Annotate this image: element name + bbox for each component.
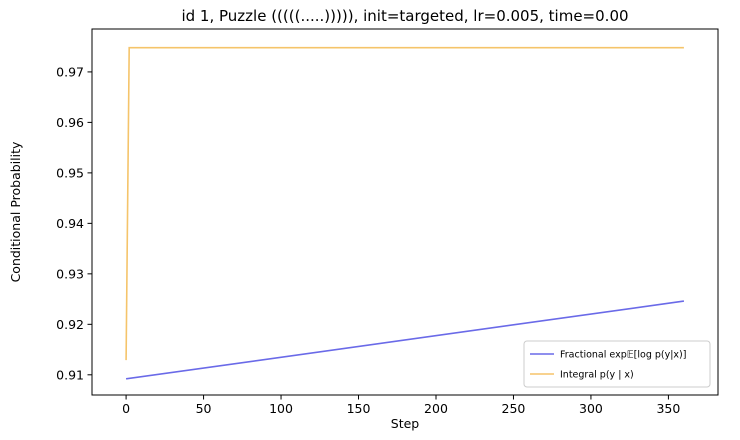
plot-frame <box>91 28 719 396</box>
x-tick-label: 150 <box>347 401 371 416</box>
x-tick-label: 250 <box>502 401 526 416</box>
y-tick-label: 0.92 <box>56 317 84 332</box>
x-axis-label: Step <box>391 416 420 431</box>
x-tick-label: 300 <box>579 401 603 416</box>
legend-box <box>523 340 711 388</box>
x-tick-label: 100 <box>269 401 293 416</box>
axes-layer: 0 50 100 150 200 250 300 350 0.91 0.92 0.93 0.94 0.9… <box>56 28 719 416</box>
chart-title: id 1, Puzzle (((((.....))))), init=targe… <box>181 7 628 25</box>
legend: Fractional exp𝔼[log p(y|x)] Integral p(y … <box>523 340 711 388</box>
y-axis-label: Conditional Probability <box>8 141 23 282</box>
y-tick-label: 0.97 <box>56 64 84 79</box>
y-tick-label: 0.96 <box>56 115 84 130</box>
series-line-1 <box>125 46 684 361</box>
series-line-0 <box>125 300 685 380</box>
legend-label: Integral p(y | x) <box>560 370 634 381</box>
y-tick-label: 0.95 <box>56 165 84 180</box>
x-tick-label: 50 <box>196 401 212 416</box>
legend-label: Fractional exp𝔼[log p(y|x)] <box>560 350 686 361</box>
y-tick-label: 0.94 <box>56 216 84 231</box>
y-tick-label: 0.91 <box>56 367 84 382</box>
x-tick-label: 200 <box>424 401 448 416</box>
y-tick-label: 0.93 <box>56 266 84 281</box>
x-tick-label: 350 <box>656 401 680 416</box>
x-tick-label: 0 <box>122 401 130 416</box>
plot-layer <box>125 46 685 380</box>
